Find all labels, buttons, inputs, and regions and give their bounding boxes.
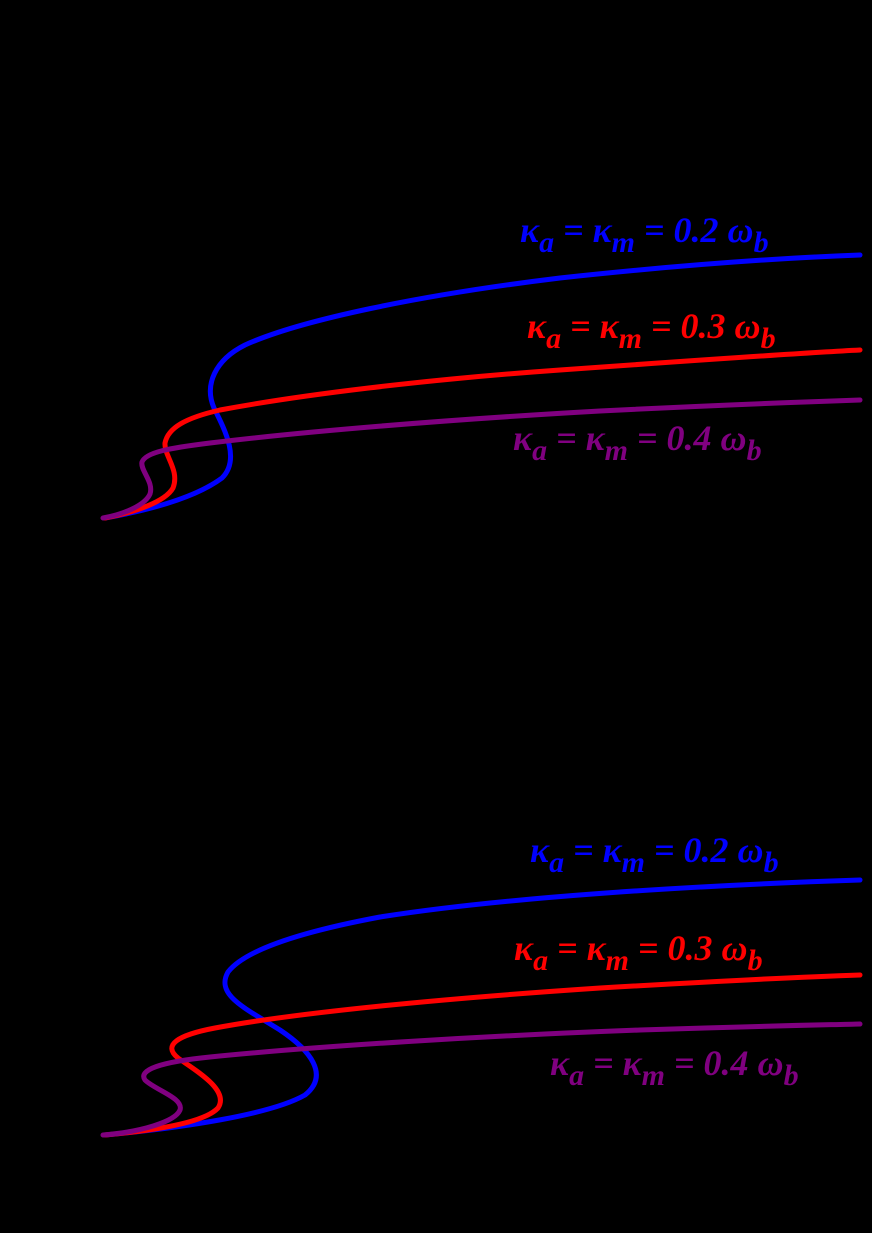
equals: = (642, 306, 681, 346)
omega-symbol: ω (757, 1043, 784, 1083)
curve-red-0.3 (102, 347, 863, 521)
subscript-b: b (753, 226, 769, 259)
subscript-b: b (783, 1059, 799, 1092)
value: 0.4 (703, 1043, 758, 1083)
equals: = (584, 1043, 623, 1083)
chart-panel-top: κa = κm = 0.2 ωb κa = κm = 0.3 ωb κa = κ… (0, 0, 872, 616)
equals: = (635, 210, 674, 250)
subscript-m: m (604, 434, 629, 467)
value: 0.2 (673, 210, 728, 250)
subscript-b: b (760, 322, 776, 355)
equals: = (554, 210, 593, 250)
omega-symbol: ω (720, 418, 747, 458)
subscript-b: b (747, 944, 763, 977)
legend-label-0.3: κa = κm = 0.3 ωb (514, 930, 763, 976)
subscript-b: b (746, 434, 762, 467)
equals: = (628, 418, 667, 458)
value: 0.3 (667, 928, 722, 968)
curve-red-0.3 (102, 972, 863, 1138)
kappa-symbol: κ (602, 830, 622, 870)
subscript-b: b (763, 846, 779, 879)
kappa-symbol: κ (586, 928, 606, 968)
subscript-a: a (569, 1059, 585, 1092)
subscript-m: m (605, 944, 630, 977)
kappa-symbol: κ (520, 210, 540, 250)
subscript-m: m (621, 846, 646, 879)
subscript-a: a (549, 846, 565, 879)
subscript-a: a (539, 226, 555, 259)
curve-purple-0.4 (100, 397, 863, 521)
omega-symbol: ω (721, 928, 748, 968)
omega-symbol: ω (737, 830, 764, 870)
subscript-m: m (611, 226, 636, 259)
legend-label-0.2: κa = κm = 0.2 ωb (530, 832, 779, 878)
value: 0.3 (680, 306, 735, 346)
curve-purple-0.4 (100, 1021, 863, 1138)
kappa-symbol: κ (527, 306, 547, 346)
equals: = (645, 830, 684, 870)
legend-label-0.4: κa = κm = 0.4 ωb (550, 1045, 799, 1091)
omega-symbol: ω (734, 306, 761, 346)
plot-area-top (100, 252, 863, 521)
subscript-a: a (546, 322, 562, 355)
equals: = (564, 830, 603, 870)
equals: = (665, 1043, 704, 1083)
kappa-symbol: κ (622, 1043, 642, 1083)
omega-symbol: ω (727, 210, 754, 250)
kappa-symbol: κ (514, 928, 534, 968)
equals: = (548, 928, 587, 968)
kappa-symbol: κ (513, 418, 533, 458)
subscript-m: m (641, 1059, 666, 1092)
subscript-a: a (533, 944, 549, 977)
legend-label-0.2: κa = κm = 0.2 ωb (520, 212, 769, 258)
equals: = (561, 306, 600, 346)
value: 0.2 (683, 830, 738, 870)
value: 0.4 (666, 418, 721, 458)
kappa-symbol: κ (550, 1043, 570, 1083)
curve-blue-0.2 (102, 252, 863, 521)
kappa-symbol: κ (530, 830, 550, 870)
equals: = (547, 418, 586, 458)
equals: = (629, 928, 668, 968)
legend-label-0.3: κa = κm = 0.3 ωb (527, 308, 776, 354)
kappa-symbol: κ (592, 210, 612, 250)
curve-blue-0.2 (102, 877, 863, 1138)
kappa-symbol: κ (599, 306, 619, 346)
subscript-m: m (618, 322, 643, 355)
subscript-a: a (532, 434, 548, 467)
kappa-symbol: κ (585, 418, 605, 458)
legend-label-0.4: κa = κm = 0.4 ωb (513, 420, 762, 466)
